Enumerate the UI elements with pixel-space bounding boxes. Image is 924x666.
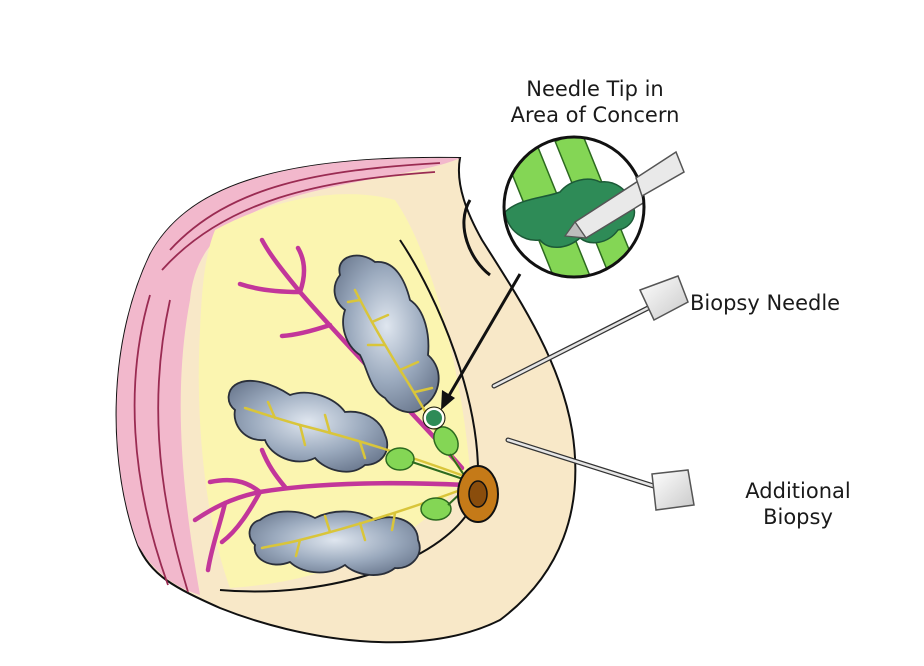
biopsy-needle-graphic bbox=[491, 275, 689, 389]
blood-vessels bbox=[192, 237, 469, 573]
fat-line bbox=[157, 299, 189, 593]
needle-tip-label-line2: Area of Concern bbox=[510, 103, 680, 127]
additional-biopsy-needle-graphic bbox=[505, 437, 695, 511]
magnified-inset bbox=[502, 135, 685, 279]
area-of-concern bbox=[424, 408, 444, 428]
nipple-center bbox=[468, 480, 488, 508]
chest-wall-line bbox=[462, 199, 491, 277]
fat-line bbox=[161, 171, 436, 271]
needle-tip-label-line1: Needle Tip in bbox=[526, 77, 664, 101]
fat-band bbox=[116, 157, 460, 595]
fat-line bbox=[169, 162, 441, 251]
needle-tip-label: Needle Tip in Area of Concern bbox=[470, 76, 720, 128]
biopsy-needle-label: Biopsy Needle bbox=[690, 291, 841, 315]
ampullae bbox=[385, 426, 459, 521]
additional-biopsy-label: Additional Biopsy bbox=[718, 478, 878, 530]
chest-wall-line bbox=[399, 239, 480, 481]
pointer-arrow bbox=[441, 273, 522, 410]
additional-biopsy-label-line2: Biopsy bbox=[763, 505, 833, 529]
additional-biopsy-label-line1: Additional bbox=[745, 479, 851, 503]
fat-line bbox=[133, 294, 169, 586]
